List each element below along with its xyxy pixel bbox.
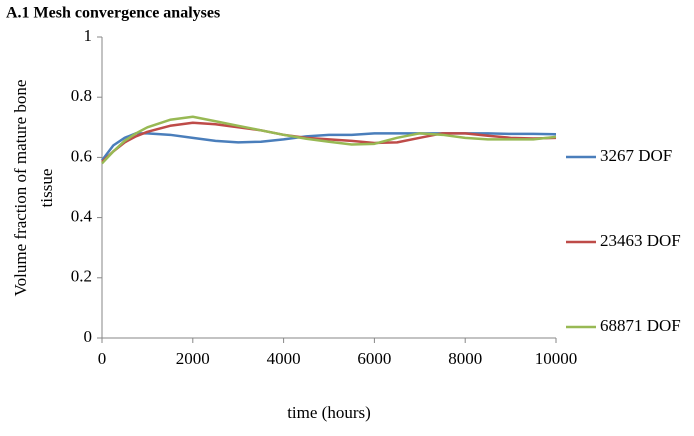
legend-label: 3267 DOF xyxy=(600,146,672,165)
x-tick-label: 4000 xyxy=(267,349,301,368)
x-tick-label: 0 xyxy=(98,349,107,368)
x-tick-label: 10000 xyxy=(535,349,578,368)
y-tick-label: 0.6 xyxy=(71,146,92,165)
y-tick-label: 0 xyxy=(84,327,93,346)
y-tick-label: 0.4 xyxy=(71,207,93,226)
y-axis-label-line: tissue xyxy=(37,169,56,208)
chart-title: A.1 Mesh convergence analyses xyxy=(6,5,220,22)
y-tick-label: 0.2 xyxy=(71,267,92,286)
y-axis-label: Volume fraction of mature bone tissue xyxy=(11,80,56,297)
x-tick-label: 6000 xyxy=(357,349,391,368)
x-tick-label: 8000 xyxy=(448,349,482,368)
x-tick-label: 2000 xyxy=(176,349,210,368)
y-tick-label: 1 xyxy=(84,26,93,45)
y-axis-label-line: Volume fraction of mature bone xyxy=(11,80,30,297)
series-line xyxy=(101,115,557,165)
legend-label: 68871 DOF xyxy=(600,316,681,335)
series-line xyxy=(101,132,557,162)
x-axis-label: time (hours) xyxy=(287,403,371,422)
y-tick-label: 0.8 xyxy=(71,86,92,105)
legend-label: 23463 DOF xyxy=(600,231,681,250)
